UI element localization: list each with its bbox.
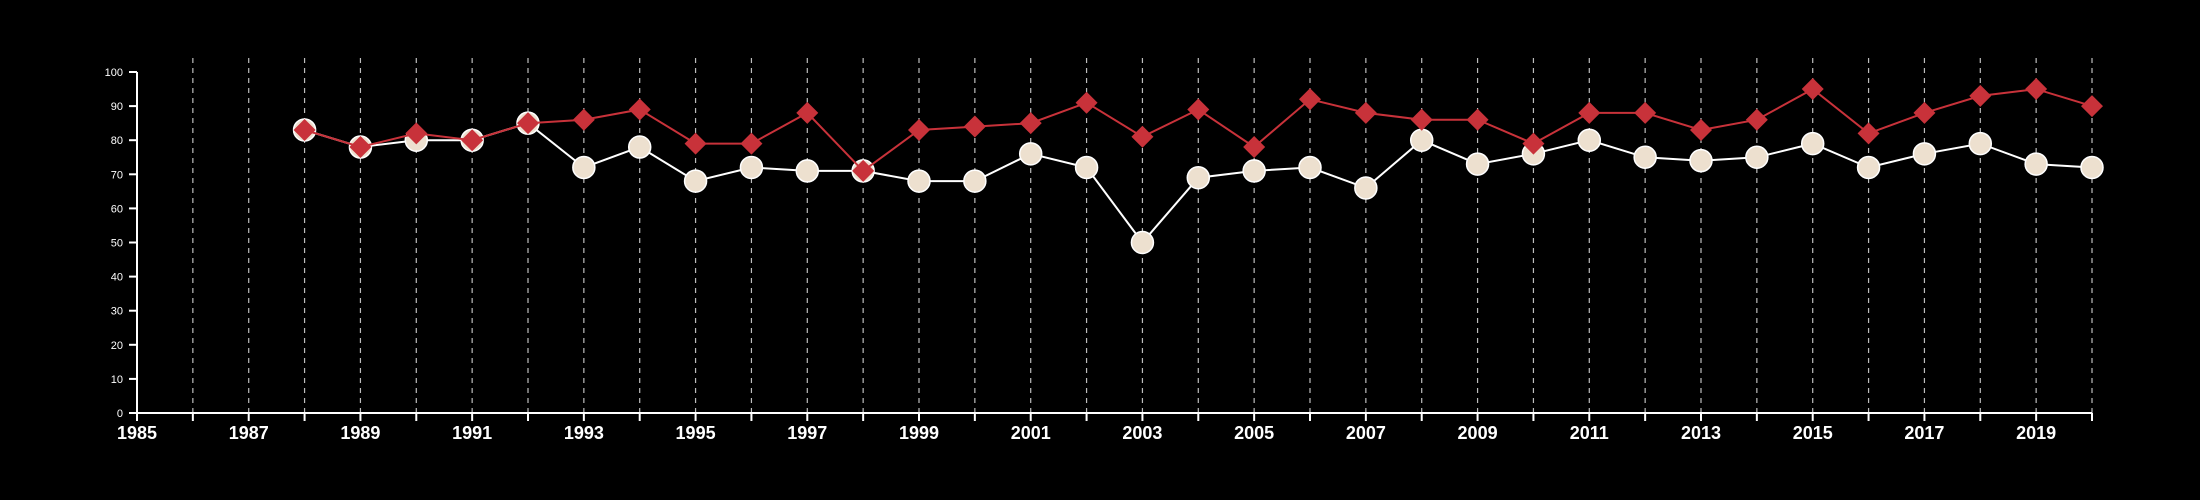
data-point — [1522, 132, 1545, 155]
data-point — [795, 159, 820, 183]
data-point — [1186, 165, 1211, 190]
x-tick-label: 1999 — [899, 423, 939, 443]
x-tick-label: 2017 — [1904, 423, 1944, 443]
y-tick-label: 30 — [111, 306, 123, 318]
x-tick-label: 2011 — [1570, 423, 1609, 443]
x-tick-label: 1989 — [340, 423, 380, 443]
data-point — [517, 112, 539, 135]
data-point — [405, 122, 428, 145]
x-tick-label: 2007 — [1346, 423, 1386, 443]
data-point — [1969, 84, 1992, 107]
x-tick-label: 2005 — [1234, 423, 1274, 443]
data-point — [683, 169, 708, 193]
data-point — [1745, 108, 1768, 131]
data-point — [1801, 78, 1824, 101]
data-point — [1409, 128, 1434, 152]
data-point — [739, 155, 764, 180]
data-point — [572, 155, 596, 180]
data-point — [293, 118, 316, 141]
data-point — [1130, 230, 1155, 255]
x-tick-label: 2013 — [1681, 423, 1721, 443]
x-tick-label: 2003 — [1122, 423, 1162, 443]
data-point — [963, 169, 987, 193]
data-point — [1968, 131, 1993, 156]
axes: 0 10 20 30 40 50 60 70 80 90 100 1985 1987 1989 1991 19… — [105, 67, 2093, 443]
data-point — [908, 118, 930, 141]
data-point — [1410, 108, 1433, 131]
data-point — [1856, 155, 1881, 180]
x-tick-label: 1991 — [452, 423, 492, 443]
data-point — [1075, 91, 1098, 114]
data-point — [1354, 101, 1377, 124]
data-point — [461, 129, 484, 152]
data-point — [1690, 118, 1712, 141]
x-tick-label: 1993 — [564, 423, 604, 443]
x-tick-label: 2019 — [2016, 423, 2056, 443]
series — [292, 78, 2104, 255]
data-point — [852, 159, 875, 182]
data-point — [2080, 155, 2104, 180]
data-point — [796, 101, 819, 124]
x-tick-label: 2009 — [1458, 423, 1498, 443]
x-tick-label: 2015 — [1793, 423, 1833, 443]
y-tick-label: 100 — [105, 67, 123, 79]
data-point — [1242, 159, 1266, 183]
data-point — [2081, 95, 2103, 118]
data-point — [1187, 98, 1210, 121]
data-point — [1745, 145, 1769, 169]
y-tick-label: 40 — [111, 272, 123, 284]
data-point — [1131, 125, 1154, 148]
y-tick-label: 90 — [111, 101, 123, 113]
x-tick-label: 1987 — [229, 423, 269, 443]
data-point — [2025, 78, 2048, 101]
data-point — [1912, 142, 1937, 166]
x-tick-label: 1985 — [117, 423, 157, 443]
data-point — [2024, 152, 2048, 176]
data-point — [907, 169, 931, 193]
data-point — [1018, 142, 1043, 166]
data-point — [1019, 112, 1042, 135]
data-point — [1633, 145, 1657, 169]
data-point — [1465, 152, 1490, 176]
data-point — [1466, 108, 1489, 131]
data-point — [1298, 155, 1322, 180]
data-point — [1913, 101, 1936, 124]
data-point — [1577, 128, 1602, 152]
y-tick-label: 50 — [111, 238, 123, 250]
x-tick-label: 1995 — [676, 423, 716, 443]
data-point — [684, 132, 707, 155]
y-tick-label: 80 — [111, 135, 123, 147]
data-point — [1074, 155, 1099, 180]
y-tick-label: 20 — [111, 340, 123, 352]
data-point — [628, 98, 651, 121]
data-point — [1243, 136, 1266, 159]
data-point — [1800, 131, 1825, 156]
data-point — [1354, 176, 1378, 200]
data-point — [572, 108, 595, 131]
data-point — [349, 136, 372, 159]
y-tick-label: 10 — [111, 374, 123, 386]
data-point — [1634, 101, 1657, 124]
x-tick-label: 1997 — [787, 423, 827, 443]
data-point — [1578, 101, 1601, 124]
data-point — [627, 135, 652, 159]
data-point — [1857, 122, 1880, 145]
series-2 — [293, 78, 2103, 182]
data-point — [740, 132, 763, 155]
y-tick-label: 0 — [117, 408, 123, 420]
x-tick-label: 2001 — [1011, 423, 1051, 443]
data-point — [1299, 88, 1321, 111]
data-point — [963, 115, 986, 138]
y-tick-label: 60 — [111, 203, 123, 215]
y-tick-label: 70 — [111, 169, 123, 181]
data-point — [1689, 148, 1713, 173]
